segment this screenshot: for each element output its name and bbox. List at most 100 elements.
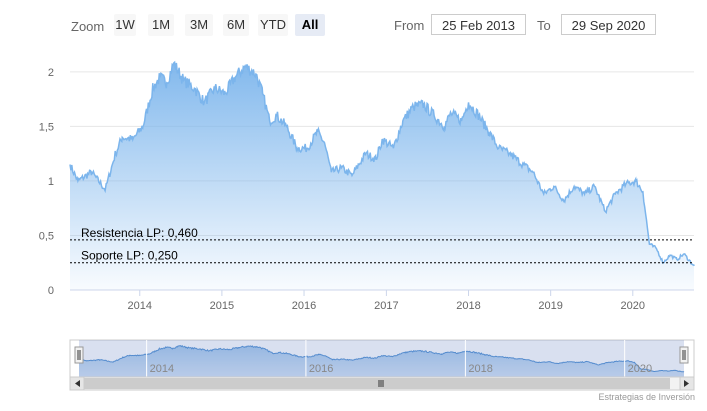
x-tick-label: 2019 <box>538 300 562 312</box>
navigator-area <box>79 345 684 377</box>
data-point <box>275 114 278 117</box>
data-point <box>422 103 425 106</box>
from-date-input[interactable]: 25 Feb 2013 <box>431 14 526 35</box>
x-tick-label: 2018 <box>456 300 480 312</box>
annotation-layer: Resistencia LP: 0,460 Soporte LP: 0,250 <box>70 226 694 264</box>
data-point <box>641 190 644 193</box>
data-point <box>159 76 162 79</box>
data-point <box>213 87 216 90</box>
data-point <box>508 152 511 155</box>
arrow-left-icon <box>75 380 80 387</box>
data-point <box>296 147 299 150</box>
data-point <box>244 65 247 68</box>
navigator-label: 2014 <box>150 363 174 375</box>
data-point <box>141 125 144 128</box>
data-point <box>76 179 79 182</box>
axis-layer: 0 0,5 1 1,5 2 2014 2015 2016 2017 2018 2019 2020 <box>39 67 694 312</box>
data-point <box>381 138 384 141</box>
data-point <box>121 136 124 139</box>
data-point <box>392 147 395 150</box>
data-point <box>562 199 565 202</box>
x-tick-label: 2014 <box>128 300 152 312</box>
data-point <box>323 141 326 144</box>
data-point <box>340 166 343 169</box>
data-point <box>285 125 288 128</box>
data-point <box>675 258 678 261</box>
data-point <box>648 243 651 246</box>
y-tick-label: 1,5 <box>39 121 54 133</box>
price-line <box>69 60 695 267</box>
data-point <box>261 92 264 95</box>
zoom-ytd-button[interactable]: YTD <box>258 14 288 36</box>
data-point <box>693 265 696 268</box>
zoom-1m-button[interactable]: 1M <box>148 14 174 36</box>
data-point <box>593 185 596 188</box>
data-point <box>552 185 555 188</box>
annotation-label: Resistencia LP: 0,460 <box>81 226 198 240</box>
data-point <box>165 81 168 84</box>
navigator-left-handle[interactable] <box>74 346 84 364</box>
data-point <box>497 147 500 150</box>
x-tick-label: 2020 <box>621 300 645 312</box>
data-point <box>604 210 607 213</box>
data-point <box>69 163 72 166</box>
navigator-label: 2020 <box>628 363 652 375</box>
navigator-label: 2018 <box>468 363 492 375</box>
navigator-label: 2016 <box>309 363 333 375</box>
arrow-right-icon <box>684 380 689 387</box>
data-point <box>624 183 627 186</box>
x-tick-label: 2016 <box>292 300 316 312</box>
navigator[interactable]: 2014 2016 2018 2020 <box>69 339 695 391</box>
data-point <box>172 62 175 65</box>
data-point <box>234 76 237 79</box>
data-point <box>669 254 672 257</box>
annotation-label: Soporte LP: 0,250 <box>81 249 178 263</box>
zoom-6m-button[interactable]: 6M <box>223 14 249 36</box>
data-point <box>614 193 617 196</box>
data-point <box>152 87 155 90</box>
x-tick-label: 2017 <box>374 300 398 312</box>
data-point <box>306 147 309 150</box>
navigator-right-handle[interactable] <box>679 346 689 364</box>
data-point <box>131 138 134 141</box>
scrollbar-thumb[interactable] <box>84 378 670 389</box>
data-point <box>522 163 525 166</box>
data-point <box>104 188 107 191</box>
data-point <box>433 114 436 117</box>
data-point <box>364 152 367 155</box>
y-tick-label: 0,5 <box>39 230 54 242</box>
from-label: From <box>394 18 425 33</box>
zoom-3m-button[interactable]: 3M <box>185 14 213 36</box>
y-tick-label: 1 <box>48 176 54 188</box>
data-point <box>449 112 452 115</box>
data-point <box>542 193 545 196</box>
data-point <box>573 185 576 188</box>
zoom-all-button[interactable]: All <box>295 14 325 36</box>
data-point <box>224 92 227 95</box>
zoom-1w-button[interactable]: 1W <box>114 14 136 36</box>
credit-text: Estrategias de Inversión <box>598 392 695 402</box>
data-point <box>477 114 480 117</box>
data-point <box>443 125 446 128</box>
data-point <box>412 105 415 108</box>
to-date-input[interactable]: 29 Sep 2020 <box>561 14 656 35</box>
to-label: To <box>537 18 551 33</box>
series-layer <box>69 60 696 290</box>
data-point <box>460 119 463 122</box>
zoom-label: Zoom <box>71 19 105 34</box>
data-point <box>583 193 586 196</box>
navigator-mask[interactable] <box>79 340 684 377</box>
data-point <box>316 130 319 133</box>
data-point <box>487 130 490 133</box>
data-point <box>401 119 404 122</box>
data-point <box>330 171 333 174</box>
data-point <box>350 174 353 177</box>
data-point <box>254 73 257 76</box>
data-point <box>655 247 658 250</box>
data-point <box>532 171 535 174</box>
data-point <box>203 101 206 104</box>
x-tick-label: 2015 <box>210 300 234 312</box>
data-point <box>682 253 685 256</box>
data-point <box>634 179 637 182</box>
